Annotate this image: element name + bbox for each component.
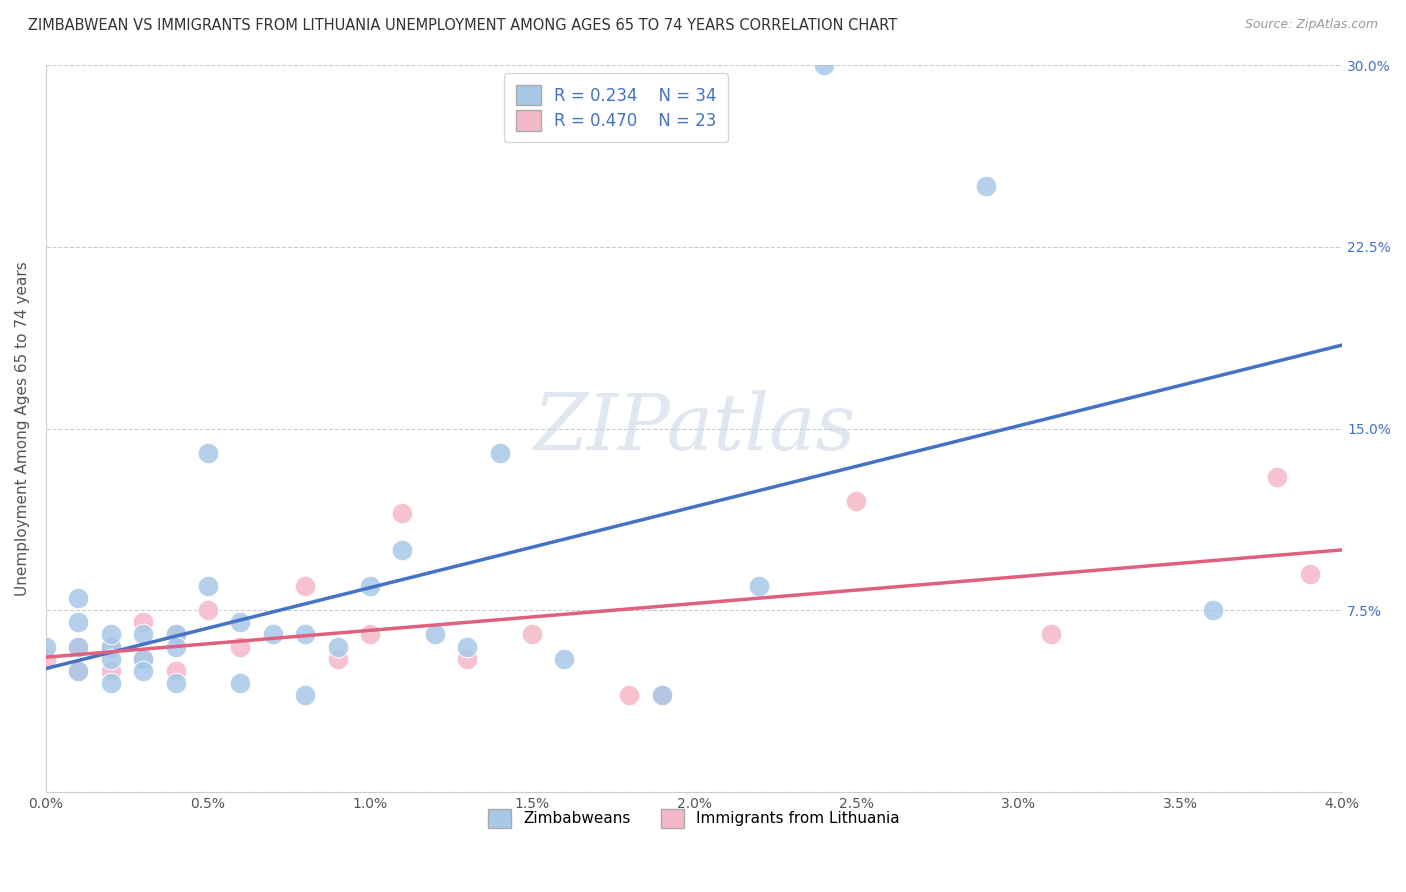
Point (100, 676, 122, 690)
Point (1267, 470, 1289, 484)
Point (619, 688, 641, 702)
Point (553, 651, 575, 665)
Point (651, 688, 673, 702)
Point (326, 651, 349, 665)
Point (100, 651, 122, 665)
Point (100, 664, 122, 678)
Point (100, 627, 122, 641)
Point (359, 627, 381, 641)
Point (197, 579, 219, 593)
Point (100, 640, 122, 654)
Point (262, 627, 284, 641)
Legend: Zimbabweans, Immigrants from Lithuania: Zimbabweans, Immigrants from Lithuania (481, 801, 908, 835)
Point (1299, 566, 1322, 581)
Point (197, 603, 219, 617)
Point (294, 688, 316, 702)
Point (165, 627, 187, 641)
Point (1039, 627, 1062, 641)
Point (845, 494, 868, 508)
Point (488, 446, 510, 460)
Point (67, 591, 90, 606)
Text: Source: ZipAtlas.com: Source: ZipAtlas.com (1244, 18, 1378, 31)
Y-axis label: Unemployment Among Ages 65 to 74 years: Unemployment Among Ages 65 to 74 years (15, 261, 30, 596)
Point (132, 651, 155, 665)
Point (294, 627, 316, 641)
Point (456, 651, 478, 665)
Point (35, 651, 58, 665)
Point (165, 627, 187, 641)
Point (423, 627, 446, 641)
Point (813, 58, 835, 72)
Point (359, 579, 381, 593)
Point (132, 627, 155, 641)
Point (35, 640, 58, 654)
Point (132, 651, 155, 665)
Text: ZIMBABWEAN VS IMMIGRANTS FROM LITHUANIA UNEMPLOYMENT AMONG AGES 65 TO 74 YEARS C: ZIMBABWEAN VS IMMIGRANTS FROM LITHUANIA … (28, 18, 897, 33)
Point (67, 664, 90, 678)
Point (294, 579, 316, 593)
Point (67, 664, 90, 678)
Point (165, 664, 187, 678)
Point (391, 506, 413, 520)
Point (456, 640, 478, 654)
Point (651, 688, 673, 702)
Point (748, 579, 770, 593)
Point (520, 627, 543, 641)
Point (197, 446, 219, 460)
Point (132, 664, 155, 678)
Point (229, 676, 252, 690)
Point (165, 676, 187, 690)
Point (67, 640, 90, 654)
Point (326, 640, 349, 654)
Text: ZIPatlas: ZIPatlas (533, 391, 855, 467)
Point (229, 640, 252, 654)
Point (100, 640, 122, 654)
Point (165, 640, 187, 654)
Point (67, 615, 90, 630)
Point (974, 179, 997, 194)
Point (67, 640, 90, 654)
Point (132, 615, 155, 630)
Point (391, 542, 413, 557)
Point (229, 615, 252, 630)
Point (1201, 603, 1223, 617)
